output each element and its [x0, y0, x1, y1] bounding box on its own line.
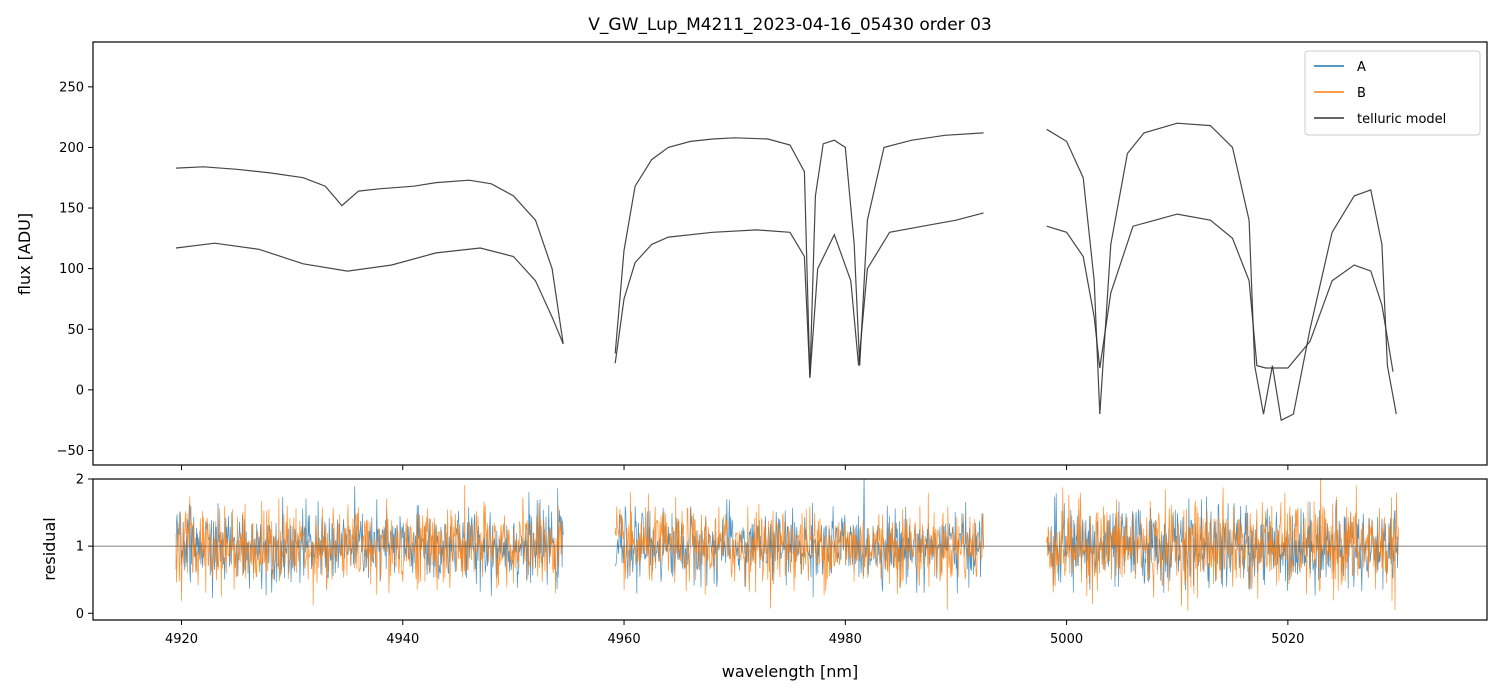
- legend-label-b: B: [1357, 86, 1366, 101]
- chart-title: V_GW_Lup_M4211_2023-04-16_05430 order 03: [588, 15, 991, 35]
- residual-a-line: [175, 479, 1399, 598]
- residual-y-axis-label: residual: [40, 517, 59, 580]
- x-tick-label: 4980: [829, 632, 862, 647]
- legend: A B telluric model: [1304, 50, 1481, 136]
- legend-label-telluric: telluric model: [1357, 112, 1446, 127]
- flux-x-ticks: [181, 465, 1289, 470]
- x-axis-label: wavelength [nm]: [722, 662, 859, 681]
- telluric-model-a-line: [175, 166, 564, 344]
- flux-y-tick-label: 150: [59, 202, 84, 217]
- residual-plot-area: [93, 479, 1487, 611]
- flux-y-tick-label: 0: [76, 383, 84, 398]
- telluric-model-b-line: [1046, 213, 1394, 372]
- telluric-model-b-line: [175, 242, 564, 345]
- x-tick-label: 4960: [608, 632, 641, 647]
- residual-x-ticks: 4920 4940 4960 4980 5000 5020: [165, 620, 1304, 647]
- flux-y-tick-label: 250: [59, 80, 84, 95]
- flux-y-tick-label: 200: [59, 141, 84, 156]
- x-tick-label: 5020: [1271, 632, 1304, 647]
- x-tick-label: 4920: [165, 632, 198, 647]
- residual-panel: 0 1 2 4920 4940 4960 4980 5000 5020 residual wa…: [40, 473, 1488, 681]
- residual-axes-frame: [92, 478, 1488, 621]
- legend-box: [1304, 50, 1481, 136]
- telluric-model-a-line: [1046, 122, 1397, 422]
- x-tick-label: 4940: [386, 632, 419, 647]
- flux-y-tick-label: 50: [67, 323, 84, 338]
- flux-y-ticks: −50 0 50 100 150 200 250: [57, 80, 93, 459]
- legend-label-a: A: [1357, 60, 1366, 75]
- telluric-model-a-line: [614, 132, 984, 378]
- residual-y-ticks: 0 1 2: [76, 473, 93, 622]
- flux-y-tick-label: 100: [59, 262, 84, 277]
- flux-y-tick-label: −50: [57, 444, 84, 459]
- flux-y-axis-label: flux [ADU]: [15, 213, 34, 295]
- residual-y-tick-label: 0: [76, 607, 84, 622]
- residual-y-tick-label: 1: [76, 540, 84, 555]
- flux-plot-area: [175, 122, 1397, 422]
- residual-b-line: [175, 479, 1399, 611]
- residual-y-tick-label: 2: [76, 473, 84, 488]
- flux-panel: −50 0 50 100 150 200 250 flux [ADU] A B tellur…: [15, 41, 1488, 470]
- flux-axes-frame: [92, 41, 1488, 466]
- telluric-model-b-line: [614, 212, 984, 378]
- x-tick-label: 5000: [1050, 632, 1083, 647]
